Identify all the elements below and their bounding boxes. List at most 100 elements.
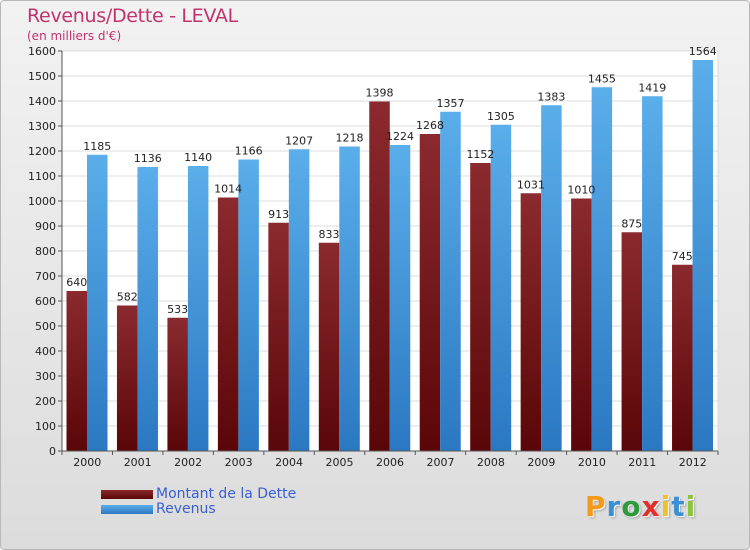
x-tick-label: 2011 [628,456,656,469]
debt-bar [672,264,693,451]
revenue-bar [490,124,512,451]
debt-bar [167,317,188,451]
debt-bar [116,305,138,451]
data-labels: 640 1185 582 1136 533 1140 1014 1166 913 1207 833 1… [66,45,717,316]
revenue-bar [591,87,613,451]
debt-value-label: 1398 [366,87,394,100]
legend-label-revenue: Revenus [156,501,216,517]
chart-subtitle: (en milliers d'€) [27,29,122,43]
y-tick-label: 1000 [28,195,56,208]
chart-title: Revenus/Dette - LEVAL [27,5,238,27]
revenue-value-label: 1207 [285,134,313,147]
revenue-value-label: 1455 [588,72,616,85]
y-tick-label: 1600 [28,45,56,58]
proxiti-logo: Proxiti [585,490,696,523]
revenue-bar [692,60,714,451]
y-tick-label: 800 [35,245,56,258]
y-tick-label: 600 [35,295,56,308]
revenue-value-label: 1218 [336,132,364,145]
revenue-bar [137,167,158,451]
y-tick-label: 300 [35,370,56,383]
logo-letter: x [641,490,661,523]
y-axis: 0 100 200 300 400 500 600 700 800 900 1000 1100 1200… [28,45,63,458]
debt-bar [318,242,340,451]
y-tick-label: 700 [35,270,56,283]
revenue-bar [339,146,360,451]
x-tick-label: 2008 [477,456,505,469]
y-tick-label: 900 [35,220,56,233]
x-tick-label: 2004 [275,456,303,469]
debt-value-label: 1152 [466,148,494,161]
logo-letter: i [660,490,672,523]
x-tick-label: 2007 [426,456,454,469]
revenue-value-label: 1357 [436,97,464,110]
debt-bar [369,101,390,451]
logo-letter: r [606,490,622,523]
debt-bar [217,197,239,451]
revenue-bar [87,154,108,451]
y-tick-label: 1300 [28,120,56,133]
debt-value-label: 833 [319,228,340,241]
logo-letter: o [621,490,642,523]
logo-letter: P [585,490,607,523]
revenue-bar [389,145,411,451]
y-tick-label: 1200 [28,145,56,158]
revenue-value-label: 1136 [134,152,162,165]
debt-bar [621,232,643,451]
revenue-bar [238,159,259,451]
debt-bar [66,291,87,451]
debt-value-label: 640 [66,276,87,289]
revenue-bar [187,166,209,451]
x-tick-label: 2001 [124,456,152,469]
debt-value-label: 1031 [517,178,545,191]
debt-bar [419,134,441,451]
revenue-bar [288,149,310,451]
x-tick-label: 2002 [174,456,202,469]
revenue-value-label: 1564 [689,45,717,58]
debt-bar [571,198,592,451]
revenue-value-label: 1185 [83,140,111,153]
debt-value-label: 745 [672,250,693,263]
logo-letter: i [685,490,697,523]
debt-value-label: 582 [117,291,138,304]
x-axis: 2000 2001 2002 2003 2004 2005 2006 2007 2008 2009… [61,450,719,469]
x-tick-label: 2005 [326,456,354,469]
revenue-bar [642,96,663,451]
debt-value-label: 1014 [214,183,242,196]
x-tick-label: 2003 [225,456,253,469]
revenue-value-label: 1166 [235,145,263,158]
x-tick-label: 2010 [578,456,606,469]
x-tick-label: 2000 [73,456,101,469]
revenue-value-label: 1140 [184,151,212,164]
revenue-value-label: 1419 [638,81,666,94]
x-tick-label: 2006 [376,456,404,469]
y-tick-label: 500 [35,320,56,333]
x-tick-label: 2012 [679,456,707,469]
legend-swatch-debt [101,490,153,499]
legend-swatch-revenue [101,505,153,514]
y-tick-label: 100 [35,420,56,433]
revenue-bar [440,111,461,451]
y-tick-label: 200 [35,395,56,408]
debt-value-label: 1268 [416,119,444,132]
revenue-value-label: 1383 [537,90,565,103]
debt-value-label: 913 [268,208,289,221]
debt-value-label: 875 [621,217,642,230]
y-tick-label: 1500 [28,70,56,83]
legend-label-debt: Montant de la Dette [156,486,297,502]
revenue-value-label: 1224 [386,130,414,143]
revenue-bar [541,105,562,451]
x-tick-label: 2009 [527,456,555,469]
debt-value-label: 533 [167,303,188,316]
y-tick-label: 1100 [28,170,56,183]
y-tick-label: 1400 [28,95,56,108]
debt-bar [268,222,289,451]
logo-letter: t [671,490,686,523]
revenue-value-label: 1305 [487,110,515,123]
y-tick-label: 0 [49,445,56,458]
debt-bar [470,163,491,451]
debt-bar [520,193,542,451]
bars [66,60,714,451]
